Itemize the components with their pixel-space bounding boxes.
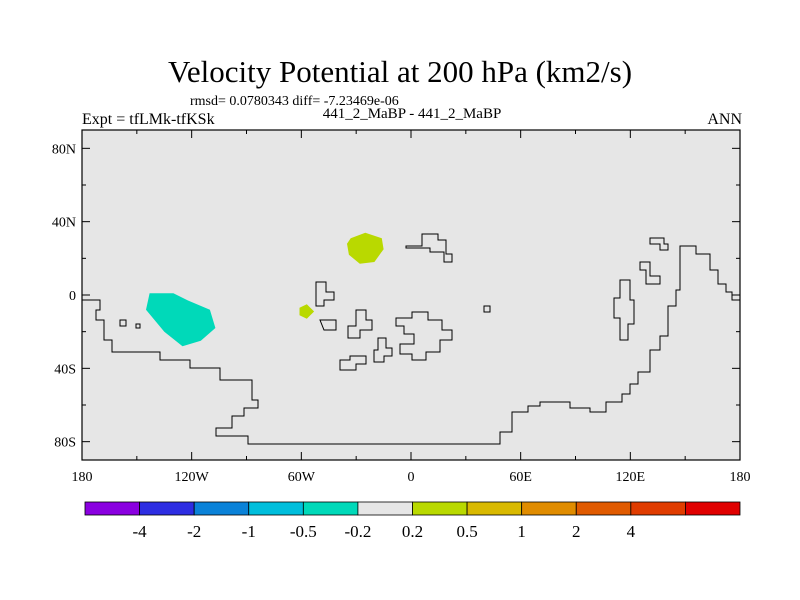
colorbar-label-4: -0.2 xyxy=(344,522,371,541)
chart-title: Velocity Potential at 200 hPa (km2/s) xyxy=(167,54,633,89)
plot-background xyxy=(82,130,740,460)
colorbar-label-3: -0.5 xyxy=(290,522,317,541)
colorbar: -4 -2 -1 -0.5 -0.2 0.2 0.5 1 2 4 xyxy=(84,501,741,541)
x-tick-label-3: 0 xyxy=(408,470,415,485)
x-tick-label-5: 120E xyxy=(616,470,646,485)
colorbar-swatch-3 xyxy=(248,501,304,516)
y-tick-label-1: 40N xyxy=(52,216,76,231)
anomaly-regions xyxy=(146,232,384,347)
coastline-south-america xyxy=(82,245,740,445)
y-tick-label-3: 40S xyxy=(54,362,76,377)
colorbar-label-8: 2 xyxy=(572,522,581,541)
colorbar-label-5: 0.2 xyxy=(402,522,423,541)
coastline-island-1 xyxy=(347,309,373,339)
coastline-island-7 xyxy=(119,319,127,327)
x-tick-label-6: 180 xyxy=(730,470,751,485)
anomaly-region-2 xyxy=(299,304,315,319)
colorbar-swatch-11 xyxy=(685,501,741,516)
anomaly-region-0 xyxy=(146,293,216,347)
x-tick-label-2: 60W xyxy=(288,470,316,485)
coastline-island-5 xyxy=(319,319,337,331)
colorbar-swatch-4 xyxy=(302,501,359,516)
y-tick-label-4: 80S xyxy=(54,436,76,451)
x-axis: 180 120W 60W 0 60E 120E 180 xyxy=(72,130,751,485)
y-tick-label-2: 0 xyxy=(69,289,76,304)
coastline-asia-2 xyxy=(639,261,661,285)
colorbar-swatch-8 xyxy=(521,501,577,516)
coastline-indonesia xyxy=(613,279,635,341)
colorbar-label-9: 4 xyxy=(627,522,636,541)
coastline-island-4 xyxy=(315,281,335,307)
coastline-africa xyxy=(405,233,453,263)
anomaly-region-1 xyxy=(347,232,384,264)
colorbar-swatch-7 xyxy=(466,501,523,516)
coastline-asia-1 xyxy=(649,237,669,251)
colorbar-swatch-6 xyxy=(412,501,468,516)
colorbar-swatch-9 xyxy=(575,501,632,516)
colorbar-label-0: -4 xyxy=(132,522,147,541)
x-tick-label-0: 180 xyxy=(72,470,93,485)
colorbar-swatch-2 xyxy=(193,501,250,516)
y-axis: 80N 40N 0 40S 80S xyxy=(52,142,740,451)
coastline-island-2 xyxy=(339,355,367,371)
colorbar-swatch-0 xyxy=(84,501,140,516)
rmsd-stats: rmsd= 0.0780343 diff= -7.23469e-06 xyxy=(190,94,399,109)
colorbar-label-2: -1 xyxy=(242,522,256,541)
y-tick-label-0: 80N xyxy=(52,142,76,157)
coastline-island-8 xyxy=(135,323,141,329)
colorbar-swatch-10 xyxy=(630,501,686,516)
x-tick-label-1: 120W xyxy=(175,470,210,485)
coastline-africa-south xyxy=(395,311,453,361)
plot-area xyxy=(82,130,740,460)
coastlines xyxy=(82,233,740,445)
coastline-island-6 xyxy=(483,305,491,313)
case-label: 441_2_MaBP - 441_2_MaBP xyxy=(322,106,502,122)
season-label: ANN xyxy=(707,111,742,128)
colorbar-label-7: 1 xyxy=(517,522,526,541)
colorbar-swatch-5 xyxy=(357,501,413,516)
experiment-label: Expt = tfLMk-tfKSk xyxy=(82,111,215,128)
x-tick-label-4: 60E xyxy=(509,470,532,485)
coastline-island-3 xyxy=(373,337,393,363)
colorbar-label-1: -2 xyxy=(187,522,201,541)
colorbar-swatch-1 xyxy=(139,501,195,516)
colorbar-label-6: 0.5 xyxy=(456,522,477,541)
